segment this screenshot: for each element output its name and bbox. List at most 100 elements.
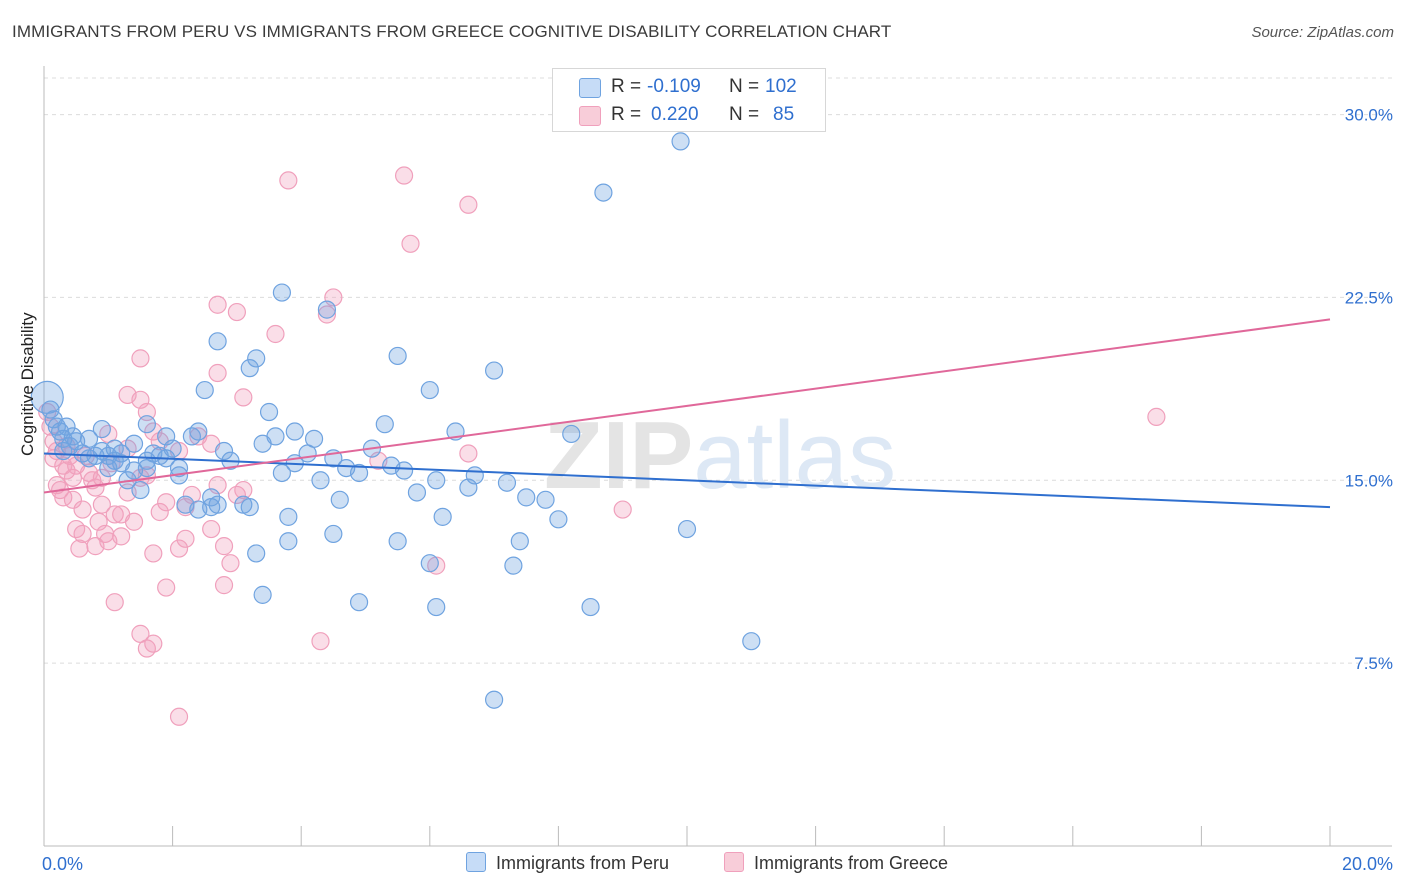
- point-peru: [253, 585, 272, 604]
- point-peru: [285, 422, 304, 441]
- point-greece: [459, 444, 478, 463]
- point-greece: [394, 166, 414, 185]
- point-peru: [195, 380, 214, 400]
- point-peru: [388, 532, 407, 551]
- point-peru: [41, 400, 60, 419]
- bottom-legend-swatch-peru: [466, 852, 486, 872]
- point-greece: [613, 500, 632, 519]
- point-peru: [330, 490, 349, 509]
- legend-box: R = -0.109 N = 102 R = 0.220 N = 85: [552, 68, 826, 132]
- point-peru: [594, 183, 613, 202]
- y-tick-label: 15.0%: [1345, 471, 1393, 490]
- point-peru: [157, 427, 176, 446]
- y-tick-label: 7.5%: [1354, 654, 1393, 673]
- point-greece: [1147, 407, 1166, 426]
- point-greece: [131, 349, 150, 368]
- point-greece: [157, 493, 176, 512]
- point-greece: [112, 527, 131, 546]
- point-peru: [420, 380, 439, 400]
- point-peru: [517, 488, 536, 507]
- point-peru: [279, 507, 298, 526]
- point-peru: [677, 519, 697, 539]
- point-peru: [279, 532, 298, 551]
- legend-r-label: R =: [611, 76, 642, 97]
- point-peru: [54, 441, 73, 461]
- point-greece: [208, 363, 227, 383]
- point-greece: [234, 388, 253, 407]
- point-greece: [157, 578, 176, 597]
- point-peru: [407, 483, 427, 502]
- point-peru: [92, 419, 111, 439]
- point-peru: [427, 597, 446, 617]
- point-greece: [317, 305, 337, 324]
- point-peru: [742, 632, 761, 651]
- point-peru: [208, 332, 227, 351]
- point-peru: [427, 471, 446, 490]
- point-greece: [73, 500, 92, 519]
- legend-swatch-greece: [579, 106, 601, 126]
- legend-n-label: N =: [729, 76, 760, 97]
- point-greece: [118, 385, 137, 405]
- point-greece: [144, 634, 163, 653]
- trend-lines: [43, 318, 1331, 509]
- point-greece: [86, 537, 105, 556]
- point-peru: [497, 473, 517, 492]
- x-tick-label: 0.0%: [42, 854, 83, 874]
- point-greece: [105, 593, 124, 612]
- point-greece: [38, 402, 57, 422]
- point-greece: [144, 544, 163, 563]
- point-greece: [176, 529, 195, 548]
- series-peru-points: [30, 132, 761, 709]
- legend-r-value: -0.109: [647, 76, 701, 97]
- point-greece: [169, 539, 189, 558]
- point-greece: [169, 707, 189, 726]
- point-peru: [485, 690, 504, 709]
- point-greece: [54, 456, 73, 475]
- point-peru: [259, 402, 279, 422]
- legend-row-greece: R = 0.220 N = 85: [553, 101, 825, 129]
- legend-n-value: 102: [765, 76, 797, 97]
- legend-n-label: N =: [729, 104, 760, 125]
- point-peru: [124, 434, 144, 453]
- point-peru: [79, 429, 99, 448]
- point-greece: [227, 302, 246, 322]
- point-peru: [581, 597, 600, 617]
- point-greece: [92, 468, 111, 487]
- point-greece: [150, 502, 169, 522]
- point-peru: [202, 498, 221, 517]
- legend-row-peru: R = -0.109 N = 102: [553, 73, 825, 101]
- point-peru: [504, 556, 523, 575]
- trend-line-peru: [43, 452, 1331, 509]
- point-greece: [459, 195, 478, 214]
- point-peru: [247, 349, 266, 368]
- point-peru: [137, 415, 156, 434]
- series-greece-points: [38, 166, 1166, 726]
- point-peru: [671, 132, 690, 151]
- point-peru: [189, 422, 208, 441]
- point-greece: [401, 234, 420, 253]
- point-greece: [63, 490, 83, 509]
- legend-r-label: R =: [611, 104, 642, 125]
- point-peru: [202, 488, 221, 507]
- point-peru: [549, 510, 568, 529]
- point-greece: [214, 576, 234, 595]
- point-peru: [465, 466, 484, 485]
- point-peru: [105, 451, 124, 470]
- point-peru: [266, 427, 285, 446]
- point-peru: [485, 361, 504, 380]
- point-peru: [510, 532, 529, 551]
- axes: [43, 66, 1392, 847]
- point-peru: [433, 507, 452, 526]
- bottom-legend-greece: Immigrants from Greece: [724, 852, 948, 874]
- point-greece: [266, 324, 285, 344]
- point-greece: [214, 537, 234, 556]
- point-greece: [92, 495, 111, 514]
- point-greece: [234, 480, 253, 500]
- point-peru: [131, 480, 150, 500]
- y-axis-label: Cognitive Disability: [18, 312, 37, 456]
- chart-title: IMMIGRANTS FROM PERU VS IMMIGRANTS FROM …: [12, 22, 892, 41]
- point-peru: [349, 463, 369, 483]
- point-greece: [105, 505, 124, 524]
- point-peru: [214, 441, 234, 461]
- point-greece: [73, 524, 92, 544]
